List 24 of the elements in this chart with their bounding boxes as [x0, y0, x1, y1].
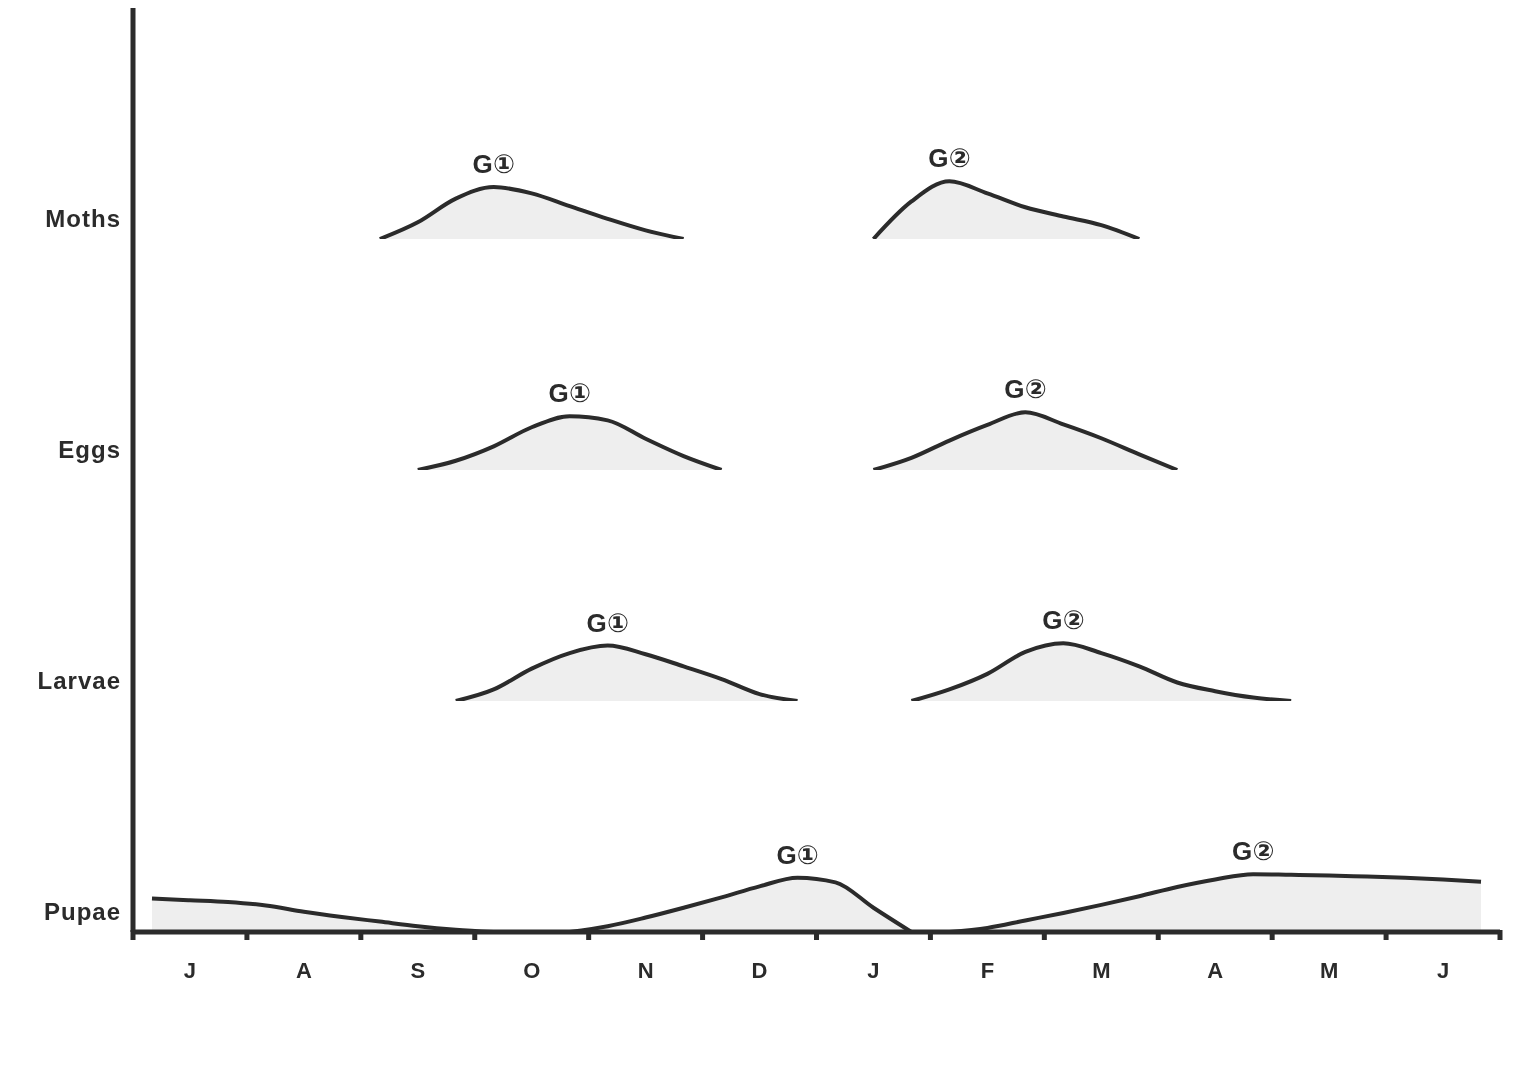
text: G① — [586, 607, 629, 638]
y-axis-title: Larvae — [37, 667, 121, 694]
x-tick-label: M — [1319, 958, 1339, 983]
x-tick-label: J — [867, 958, 880, 983]
text: G② — [1042, 605, 1085, 636]
x-tick-label: O — [523, 958, 541, 983]
y-axis-title: Eggs — [58, 436, 121, 463]
x-tick-label: S — [410, 958, 426, 983]
x-tick-label: A — [1207, 958, 1224, 983]
y-axis-title: Pupae — [43, 898, 121, 925]
x-tick-label: M — [1092, 958, 1111, 983]
x-tick-label: D — [751, 958, 768, 983]
text: G① — [548, 378, 591, 409]
x-tick-label: J — [1436, 958, 1450, 983]
text: G① — [776, 839, 819, 870]
y-axis-title: Moths — [45, 205, 121, 232]
text: G② — [928, 143, 971, 174]
text: G② — [1004, 374, 1047, 405]
text: G① — [472, 149, 515, 180]
x-tick-label: A — [295, 958, 312, 983]
x-tick-label: N — [637, 958, 654, 983]
text: G② — [1232, 836, 1275, 867]
x-tick-label: F — [980, 958, 995, 983]
x-tick-label: J — [183, 958, 197, 983]
